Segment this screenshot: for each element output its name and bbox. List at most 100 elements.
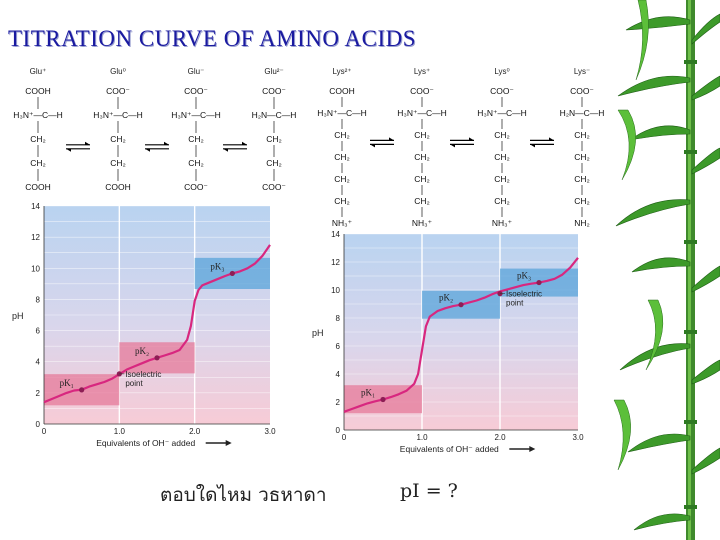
pk-label: pK₂ bbox=[135, 346, 149, 356]
marked-point bbox=[536, 279, 542, 286]
structure-group: H₃N⁺—C—H bbox=[317, 108, 367, 118]
forward-arrowhead bbox=[469, 137, 474, 141]
x-tick-label: 2.0 bbox=[494, 433, 506, 442]
forward-arrowhead bbox=[242, 141, 247, 145]
structure-group: CH₂ bbox=[110, 158, 126, 168]
glutamate-titration-chart: 0 2 4 6 8 10 12 14 0 1.0 2.0 3.0 pH Equivalents of OH… bbox=[12, 202, 276, 448]
species-label: Lys⁻ bbox=[574, 67, 590, 76]
y-tick-label: 6 bbox=[336, 342, 341, 351]
structure-group: CH₂ bbox=[414, 130, 430, 140]
structure-group: CH₂ bbox=[494, 152, 510, 162]
structure-group: NH₃⁺ bbox=[332, 218, 353, 228]
species-label: Lys²⁺ bbox=[332, 67, 351, 76]
y-tick-label: 4 bbox=[336, 370, 341, 379]
pk-label: pK₃ bbox=[517, 271, 531, 281]
x-tick-label: 0 bbox=[42, 427, 47, 436]
forward-arrowhead bbox=[389, 137, 394, 141]
structure-group: COOH bbox=[25, 182, 51, 192]
structure-group: H₂N—C—H bbox=[252, 110, 297, 120]
y-tick-label: 2 bbox=[336, 398, 341, 407]
structure-group: H₃N⁺—C—H bbox=[477, 108, 527, 118]
marked-point bbox=[229, 270, 235, 277]
x-tick-label: 3.0 bbox=[264, 427, 276, 436]
pk-label: pK₁ bbox=[361, 387, 375, 397]
structure-group: NH₃⁺ bbox=[412, 218, 433, 228]
y-tick-label: 10 bbox=[31, 264, 40, 273]
structure-group: COO⁻ bbox=[262, 182, 286, 192]
structure-group: CH₂ bbox=[494, 196, 510, 206]
marked-point bbox=[380, 396, 386, 403]
structure-group: CH₂ bbox=[334, 174, 350, 184]
structure-group: CH₂ bbox=[30, 134, 46, 144]
structure-group: CH₂ bbox=[110, 134, 126, 144]
structure-group: H₂N—C—H bbox=[560, 108, 605, 118]
structure-group: CH₂ bbox=[414, 152, 430, 162]
reverse-arrowhead bbox=[66, 148, 71, 152]
marked-point bbox=[154, 355, 160, 361]
reverse-arrowhead bbox=[530, 144, 535, 148]
pi-question: pI = ? bbox=[400, 480, 458, 502]
structure-group: CH₂ bbox=[574, 174, 590, 184]
isoelectric-label-line1: Isoelectric bbox=[506, 290, 542, 299]
y-axis-label: pH bbox=[312, 328, 324, 338]
structure-group: COOH bbox=[105, 182, 131, 192]
structure-group: COO⁻ bbox=[184, 86, 208, 96]
x-tick-label: 2.0 bbox=[189, 427, 201, 436]
species-label: Lys⁺ bbox=[414, 67, 430, 76]
pk-label: pK₁ bbox=[60, 378, 74, 388]
x-axis-label: Equivalents of OH⁻ added bbox=[400, 444, 499, 454]
reverse-arrowhead bbox=[223, 148, 228, 152]
lysine-structures: Lys²⁺ Lys⁺ Lys⁰ Lys⁻ COOH COO⁻ COO⁻ COO⁻ H₃N⁺—C—… bbox=[317, 67, 605, 228]
isoelectric-label-line2: point bbox=[125, 379, 143, 388]
forward-arrowhead bbox=[164, 141, 169, 145]
y-tick-label: 10 bbox=[331, 286, 340, 295]
marked-point bbox=[458, 302, 464, 308]
structure-group: CH₂ bbox=[188, 134, 204, 144]
equilibrium-arrow bbox=[450, 137, 474, 148]
equilibrium-arrow bbox=[370, 137, 394, 148]
structure-group: COOH bbox=[329, 86, 355, 96]
y-tick-label: 14 bbox=[31, 202, 40, 211]
structure-group: CH₂ bbox=[266, 158, 282, 168]
thai-caption: ตอบใดไหม วธหาดา bbox=[160, 484, 327, 506]
structure-group: CH₂ bbox=[414, 174, 430, 184]
structure-group: COO⁻ bbox=[570, 86, 594, 96]
x-tick-label: 1.0 bbox=[416, 433, 428, 442]
bamboo-decoration bbox=[613, 0, 720, 540]
species-label: Glu⁺ bbox=[30, 67, 47, 76]
structure-group: CH₂ bbox=[334, 130, 350, 140]
structure-group: NH₃⁺ bbox=[492, 218, 513, 228]
structure-group: CH₂ bbox=[574, 196, 590, 206]
structure-group: H₃N⁺—C—H bbox=[13, 110, 63, 120]
lysine-titration-chart: 0 2 4 6 8 10 12 14 0 1.0 2.0 3.0 pH Equivalents of OH… bbox=[312, 230, 584, 454]
x-axis-arrowhead bbox=[529, 446, 536, 452]
y-axis-label: pH bbox=[12, 311, 24, 321]
isoelectric-label-line2: point bbox=[506, 299, 524, 308]
structure-group: CH₂ bbox=[494, 130, 510, 140]
y-tick-label: 0 bbox=[36, 420, 41, 429]
structure-group: COO⁻ bbox=[262, 86, 286, 96]
marked-point bbox=[79, 387, 85, 393]
x-tick-label: 1.0 bbox=[114, 427, 126, 436]
y-tick-label: 12 bbox=[331, 258, 340, 267]
y-tick-label: 6 bbox=[36, 327, 41, 336]
isoelectric-label-line1: Isoelectric bbox=[125, 370, 161, 379]
y-tick-label: 8 bbox=[36, 295, 41, 304]
y-tick-label: 4 bbox=[36, 358, 41, 367]
structure-group: CH₂ bbox=[414, 196, 430, 206]
structure-group: COO⁻ bbox=[490, 86, 514, 96]
reverse-arrowhead bbox=[450, 144, 455, 148]
structure-group: COO⁻ bbox=[410, 86, 434, 96]
equilibrium-arrow bbox=[223, 141, 247, 152]
y-tick-label: 0 bbox=[336, 426, 341, 435]
y-tick-label: 8 bbox=[336, 314, 341, 323]
y-tick-label: 12 bbox=[31, 233, 40, 242]
pk-label: pK₃ bbox=[210, 261, 224, 271]
glutamate-structures: Glu⁺ Glu⁰ Glu⁻ Glu²⁻ COOH COO⁻ COO⁻ COO⁻ H₃N⁺—C—… bbox=[13, 67, 297, 192]
equilibrium-arrow bbox=[145, 141, 169, 152]
structure-group: CH₂ bbox=[30, 158, 46, 168]
structure-group: CH₂ bbox=[334, 152, 350, 162]
structure-group: H₃N⁺—C—H bbox=[171, 110, 221, 120]
x-tick-label: 3.0 bbox=[572, 433, 584, 442]
forward-arrowhead bbox=[85, 141, 90, 145]
